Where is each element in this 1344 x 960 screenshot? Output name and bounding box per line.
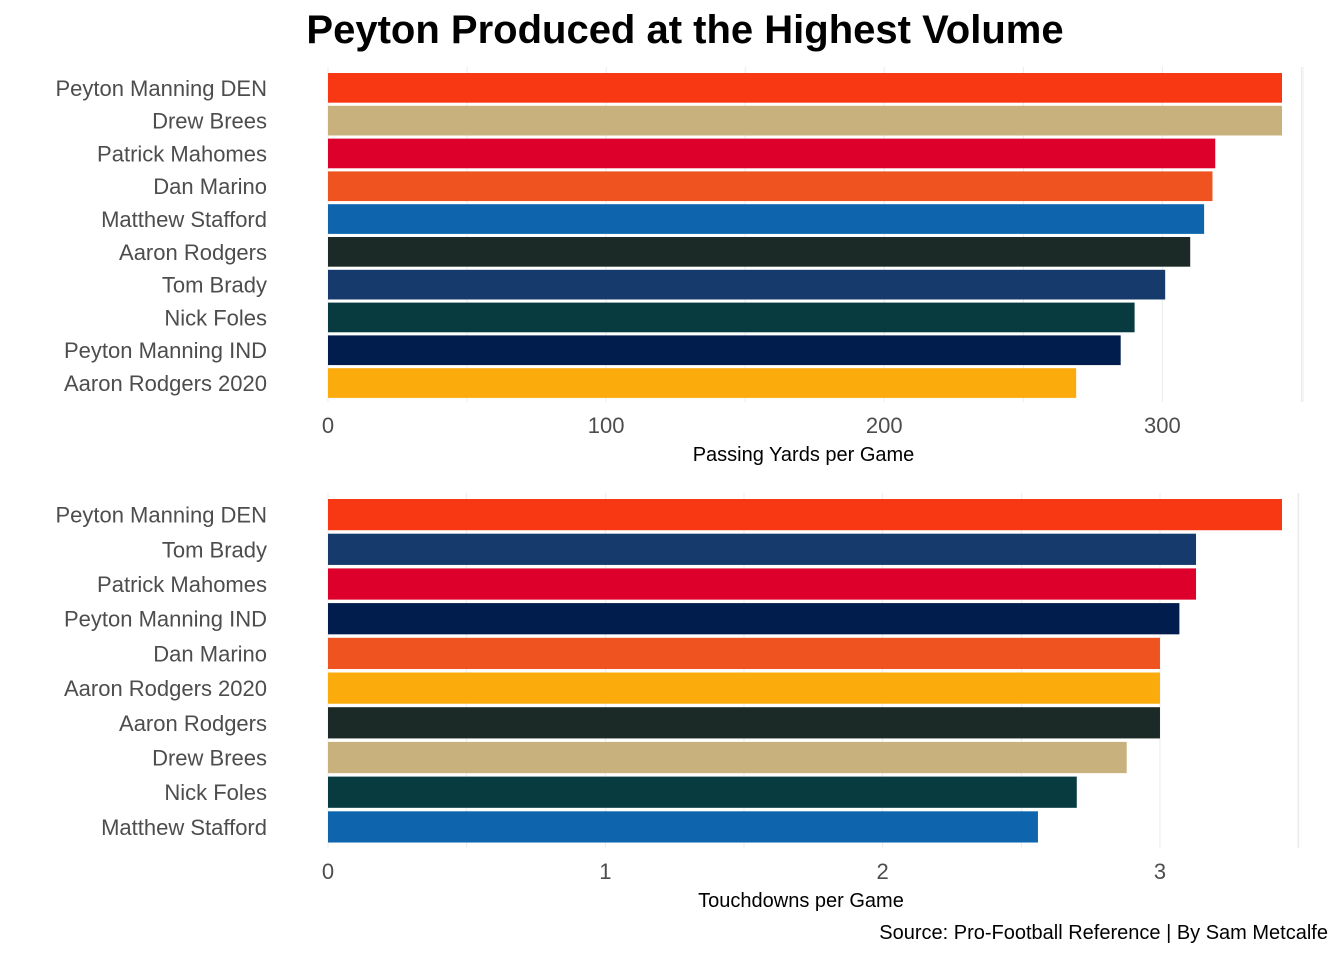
category-label: Drew Brees [152,109,267,134]
category-label: Tom Brady [162,273,267,298]
chart-caption: Source: Pro-Football Reference | By Sam … [879,922,1328,944]
bar [328,105,1282,136]
bar [328,637,1160,670]
category-label: Drew Brees [152,746,267,771]
chart-title: Peyton Produced at the Highest Volume [306,8,1064,52]
category-label: Aaron Rodgers [119,240,267,265]
category-label: Aaron Rodgers 2020 [64,371,267,396]
category-label: Matthew Stafford [101,815,267,840]
tick-label: 0 [322,859,334,884]
x-axis-title: Passing Yards per Game [693,444,915,466]
bar [328,741,1127,774]
bar [328,533,1197,565]
bar-panel-2: Peyton Manning DEN Tom Brady Patrick Mahom… [55,493,1300,912]
category-label: Patrick Mahomes [97,141,267,166]
category-label: Patrick Mahomes [97,572,267,597]
bar [328,499,1282,531]
bar [328,335,1121,366]
bar [328,568,1197,600]
category-label: Peyton Manning IND [64,607,267,632]
category-label: Peyton Manning DEN [55,503,267,528]
category-label: Dan Marino [153,174,267,199]
category-label: Aaron Rodgers [119,711,267,736]
bar [328,269,1166,300]
bar [328,603,1180,635]
tick-label: 3 [1154,859,1166,884]
tick-label: 200 [866,413,903,438]
x-axis-title: Touchdowns per Game [698,890,904,912]
tick-label: 2 [877,859,889,884]
tick-label: 100 [588,413,625,438]
bar [328,302,1135,333]
tick-label: 0 [322,413,334,438]
bar [328,237,1191,267]
bar [328,672,1160,704]
bar [328,368,1077,398]
category-label: Nick Foles [164,305,267,330]
category-label: Peyton Manning DEN [55,76,267,101]
bar [328,811,1038,843]
bar [328,73,1282,103]
category-label: Aaron Rodgers 2020 [64,676,267,701]
bar [328,204,1205,234]
category-label: Peyton Manning IND [64,338,267,363]
bar [328,707,1160,739]
bar-panel-1: Peyton Manning DEN Drew Brees Patrick Maho… [55,67,1304,466]
bar [328,138,1216,169]
category-label: Matthew Stafford [101,207,267,232]
category-label: Tom Brady [162,537,267,562]
category-label: Nick Foles [164,780,267,805]
category-label: Dan Marino [153,641,267,666]
bar [328,171,1213,202]
bar [328,776,1077,808]
tick-label: 300 [1144,413,1181,438]
tick-label: 1 [599,859,611,884]
